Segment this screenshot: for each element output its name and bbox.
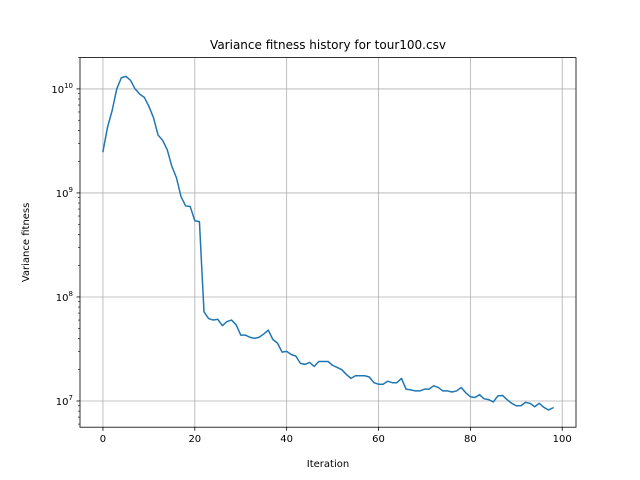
y-axis-label: Variance fitness xyxy=(21,203,32,283)
y-tick-label-base: 10 xyxy=(51,85,64,96)
y-tick-label-base: 10 xyxy=(56,293,69,304)
x-tick-label: 80 xyxy=(464,434,477,445)
y-tick-label-exponent: 8 xyxy=(69,290,73,298)
y-tick-label-base: 10 xyxy=(56,397,69,408)
y-tick-label-exponent: 10 xyxy=(64,82,73,90)
x-tick-label: 60 xyxy=(372,434,385,445)
chart-title: Variance fitness history for tour100.csv xyxy=(210,38,446,52)
y-tick-label-exponent: 9 xyxy=(69,186,73,194)
series-layer xyxy=(102,75,555,411)
y-tick-label: 109 xyxy=(56,186,73,200)
plot-area-frame xyxy=(79,57,577,428)
x-tick-label: 20 xyxy=(188,434,201,445)
series-line xyxy=(102,75,555,411)
x-tick-label: 40 xyxy=(280,434,293,445)
y-tick-label: 1010 xyxy=(51,82,73,96)
x-tick-label: 100 xyxy=(553,434,572,445)
y-tick-label: 107 xyxy=(56,394,73,408)
x-tick-label: 0 xyxy=(100,434,106,445)
y-tick-label-base: 10 xyxy=(56,189,69,200)
y-tick-label: 108 xyxy=(56,290,73,304)
y-tick-label-exponent: 7 xyxy=(69,394,73,402)
x-axis-label: Iteration xyxy=(307,459,349,470)
